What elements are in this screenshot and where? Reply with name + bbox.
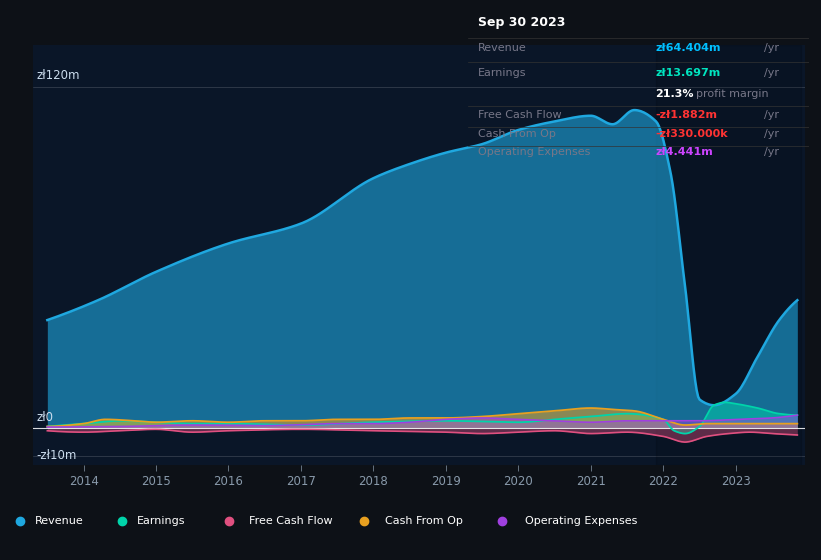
Text: /yr: /yr — [764, 110, 779, 119]
Text: Operating Expenses: Operating Expenses — [478, 147, 590, 157]
Text: 21.3%: 21.3% — [655, 88, 694, 99]
Text: /yr: /yr — [764, 147, 779, 157]
Text: Cash From Op: Cash From Op — [384, 516, 462, 526]
Text: /yr: /yr — [764, 43, 779, 53]
Text: /yr: /yr — [764, 68, 779, 78]
Text: Revenue: Revenue — [34, 516, 84, 526]
Text: -zł330.000k: -zł330.000k — [655, 129, 728, 139]
Text: Earnings: Earnings — [137, 516, 186, 526]
Bar — [656, 45, 801, 465]
Text: Operating Expenses: Operating Expenses — [525, 516, 637, 526]
Text: Revenue: Revenue — [478, 43, 527, 53]
Text: zł64.404m: zł64.404m — [655, 43, 721, 53]
Text: Free Cash Flow: Free Cash Flow — [249, 516, 333, 526]
Text: Cash From Op: Cash From Op — [478, 129, 556, 139]
Text: Sep 30 2023: Sep 30 2023 — [478, 16, 566, 29]
Text: zł120m: zł120m — [36, 69, 80, 82]
Text: zł13.697m: zł13.697m — [655, 68, 721, 78]
Text: /yr: /yr — [764, 129, 779, 139]
Text: Free Cash Flow: Free Cash Flow — [478, 110, 562, 119]
Text: -zł10m: -zł10m — [36, 449, 77, 462]
Text: zł4.441m: zł4.441m — [655, 147, 713, 157]
Text: Earnings: Earnings — [478, 68, 527, 78]
Text: zł0: zł0 — [36, 410, 53, 424]
Text: profit margin: profit margin — [696, 88, 769, 99]
Text: -zł1.882m: -zł1.882m — [655, 110, 718, 119]
